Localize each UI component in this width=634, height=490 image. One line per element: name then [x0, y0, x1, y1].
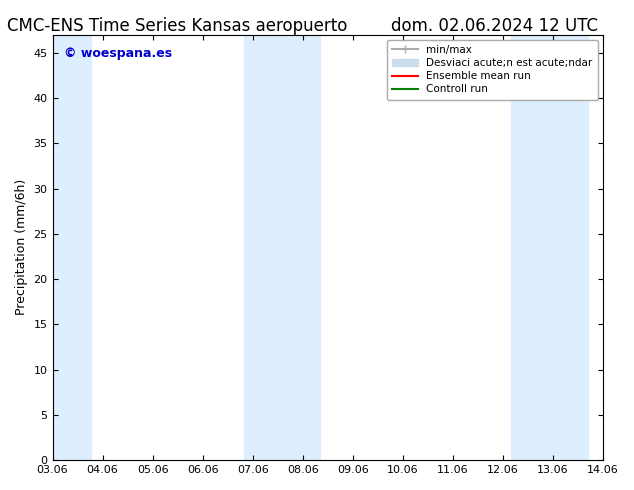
Text: © woespana.es: © woespana.es — [63, 48, 172, 60]
Bar — [53, 35, 91, 460]
Text: dom. 02.06.2024 12 UTC: dom. 02.06.2024 12 UTC — [391, 17, 598, 35]
Legend: min/max, Desviaci acute;n est acute;ndar, Ensemble mean run, Controll run: min/max, Desviaci acute;n est acute;ndar… — [387, 40, 598, 99]
Bar — [512, 35, 588, 460]
Text: CMC-ENS Time Series Kansas aeropuerto: CMC-ENS Time Series Kansas aeropuerto — [8, 17, 347, 35]
Y-axis label: Precipitation (mm/6h): Precipitation (mm/6h) — [15, 179, 28, 316]
Bar — [244, 35, 320, 460]
